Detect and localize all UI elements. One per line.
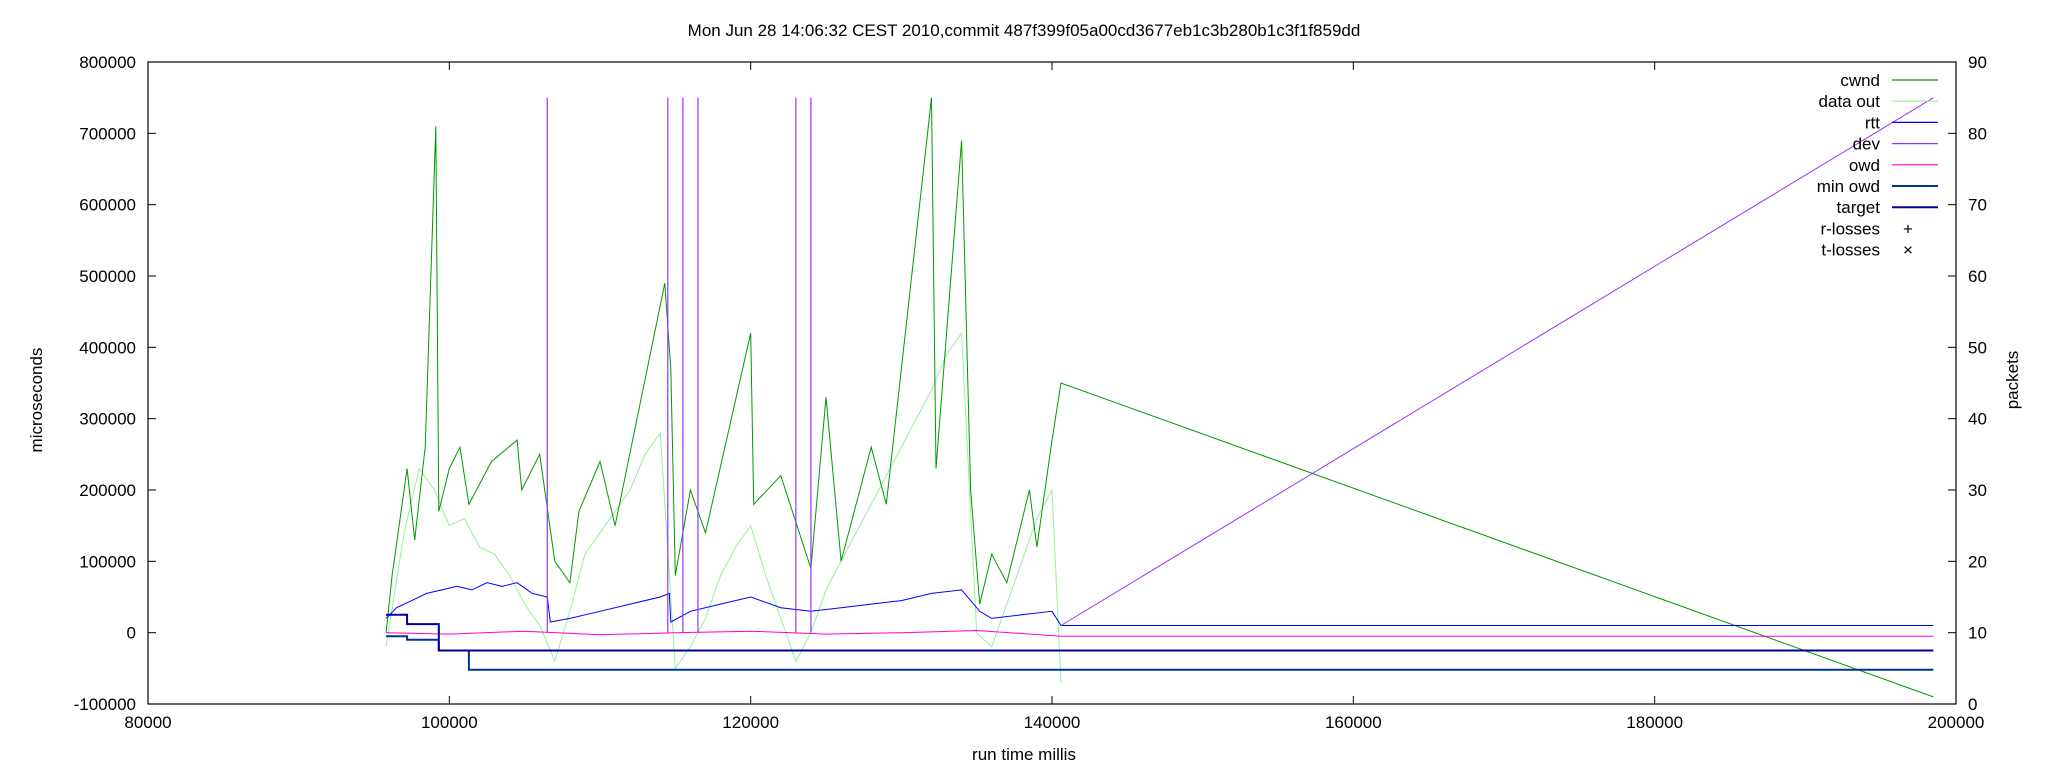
- y-tick-label: -100000: [74, 695, 136, 714]
- y2-tick-label: 40: [1968, 410, 1987, 429]
- y-axis-label: microseconds: [27, 348, 46, 453]
- x-tick-label: 120000: [722, 713, 779, 732]
- legend-label: data out: [1819, 92, 1881, 111]
- y2-tick-label: 80: [1968, 124, 1987, 143]
- series-data-out: [385, 331, 1062, 683]
- y-tick-label: 800000: [79, 53, 136, 72]
- axes: 80000 100000 120000 140000 160000 180000 20000…: [74, 53, 1987, 732]
- y2-tick-label: 50: [1968, 338, 1987, 357]
- x-tick-label: 180000: [1626, 713, 1683, 732]
- plot-area: [385, 97, 1934, 698]
- y-tick-label: 200000: [79, 481, 136, 500]
- series-rtt: [385, 582, 1934, 626]
- y2-tick-label: 0: [1968, 695, 1977, 714]
- series-target: [386, 613, 1934, 652]
- chart-title: Mon Jun 28 14:06:32 CEST 2010,commit 487…: [688, 21, 1361, 40]
- series-owd: [386, 629, 1934, 637]
- y2-tick-label: 10: [1968, 624, 1987, 643]
- y2-tick-label: 30: [1968, 481, 1987, 500]
- y-tick-label: 0: [127, 624, 136, 643]
- y2-tick-label: 60: [1968, 267, 1987, 286]
- legend-label: r-losses: [1820, 219, 1880, 238]
- legend: cwnd data out rtt dev owd min owd target r-loss…: [1817, 71, 1938, 260]
- series-group: [385, 97, 1934, 698]
- legend-label: t-losses: [1821, 241, 1880, 260]
- y2-tick-label: 70: [1968, 196, 1987, 215]
- y-tick-label: 300000: [79, 410, 136, 429]
- legend-label: cwnd: [1840, 71, 1880, 90]
- y2-axis-label: packets: [2003, 351, 2022, 410]
- x-tick-label: 200000: [1928, 713, 1985, 732]
- x-tick-label: 140000: [1024, 713, 1081, 732]
- y-tick-label: 700000: [79, 124, 136, 143]
- x-tick-label: 100000: [421, 713, 478, 732]
- x-tick-label: 160000: [1325, 713, 1382, 732]
- series-min-owd: [386, 635, 1934, 671]
- legend-label: dev: [1853, 135, 1881, 154]
- series-dev: [1060, 97, 1934, 626]
- legend-label: owd: [1849, 156, 1880, 175]
- legend-label: target: [1837, 198, 1881, 217]
- legend-label: rtt: [1865, 113, 1880, 132]
- y-tick-label: 500000: [79, 267, 136, 286]
- y-tick-label: 600000: [79, 196, 136, 215]
- legend-marker: +: [1903, 219, 1913, 238]
- legend-label: min owd: [1817, 177, 1880, 196]
- x-axis-label: run time millis: [972, 745, 1076, 764]
- x-tick-label: 80000: [124, 713, 171, 732]
- y2-tick-label: 20: [1968, 552, 1987, 571]
- legend-marker: ×: [1903, 241, 1913, 260]
- y-tick-label: 100000: [79, 552, 136, 571]
- y2-tick-label: 90: [1968, 53, 1987, 72]
- y-tick-label: 400000: [79, 338, 136, 357]
